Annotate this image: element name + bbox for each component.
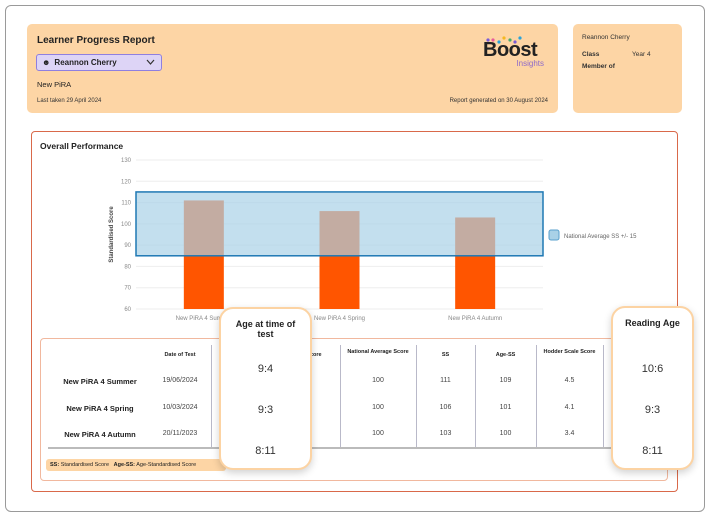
legend-label: National Average SS +/- 15 — [564, 234, 637, 240]
y-tick-label: 100 — [121, 222, 132, 228]
window-frame — [5, 5, 705, 512]
performance-chart: 60 70 80 90 100 110 120 130 Standardised Score Ne… — [109, 158, 637, 322]
row-name: New PiRA 4 Autumn — [64, 430, 136, 439]
cell-age-ss: 100 — [499, 430, 512, 437]
col-ss: SS — [441, 352, 450, 358]
cell-hodder: 3.4 — [564, 430, 575, 437]
y-tick-label: 80 — [124, 264, 131, 270]
reading-age-overlay: Reading Age 10:6 9:3 8:11 — [611, 306, 694, 470]
cell-national-average: 100 — [372, 430, 384, 437]
cell-national-average: 100 — [372, 377, 384, 384]
cell-ss: 111 — [440, 377, 451, 384]
page-title: Learner Progress Report — [37, 35, 155, 46]
cell-hodder: 4.1 — [564, 404, 575, 411]
chevron-down-icon — [146, 58, 155, 67]
y-tick-label: 70 — [124, 286, 131, 292]
user-icon: ☻ — [42, 58, 51, 67]
reading-age-value: 8:11 — [642, 445, 663, 457]
cell-age-ss: 101 — [499, 404, 512, 411]
report-generated: Report generated on 30 August 2024 — [449, 98, 548, 104]
row-name: New PiRA 4 Spring — [66, 404, 134, 413]
cell-date: 19/06/2024 — [162, 377, 198, 384]
info-name: Reannon Cherry — [582, 34, 630, 41]
learner-select[interactable]: ☻ Reannon Cherry — [36, 54, 162, 71]
table-divider — [48, 447, 660, 449]
cell-age-ss: 109 — [499, 377, 512, 384]
assessment-name: New PiRA — [37, 80, 72, 89]
y-tick-label: 130 — [121, 158, 132, 164]
x-tick-label: New PiRA 4 Spring — [314, 316, 365, 322]
age-at-test-overlay: Age at time of test 9:4 9:3 8:11 — [219, 307, 312, 470]
cell-national-average: 100 — [372, 404, 384, 411]
national-average-band — [135, 191, 544, 257]
learner-info-card: Reannon Cherry Class Year 4 Member of — [573, 24, 682, 113]
boost-logo: Boost Insights — [482, 32, 552, 72]
last-taken: Last taken 29 April 2024 — [37, 98, 102, 104]
row-name: New PiRA 4 Summer — [63, 377, 137, 386]
age-value: 8:11 — [255, 445, 276, 457]
x-tick-label: New PiRA 4 Autumn — [448, 316, 502, 322]
cell-hodder: 4.5 — [564, 377, 575, 384]
class-value: Year 4 — [632, 51, 651, 58]
learner-select-value: Reannon Cherry — [54, 58, 117, 67]
age-value: 9:4 — [257, 363, 274, 375]
overlay-title: Reading Age — [625, 318, 680, 328]
y-tick-label: 90 — [124, 243, 131, 249]
cell-ss: 103 — [439, 430, 452, 437]
x-tick-label: New PiRA 4 Summer — [176, 316, 232, 322]
y-tick-label: 110 — [121, 201, 131, 207]
legend-swatch — [548, 229, 560, 241]
panel-title: Overall Performance — [40, 141, 124, 151]
col-hodder: Hodder Scale Score — [543, 349, 596, 355]
age-value: 9:3 — [257, 404, 274, 416]
col-date: Date of Test — [164, 352, 196, 358]
cell-date: 20/11/2023 — [162, 430, 198, 437]
cell-ss: 106 — [439, 404, 452, 411]
cell-date: 10/03/2024 — [162, 404, 198, 411]
y-axis-label: Standardised Score — [109, 206, 115, 263]
col-age-ss: Age-SS — [495, 352, 516, 358]
y-tick-label: 120 — [121, 179, 132, 185]
reading-age-value: 9:3 — [644, 404, 661, 416]
col-national-average: National Average Score — [347, 349, 409, 355]
overlay-title: Age at time of test — [235, 319, 296, 339]
table-footnote: SS: Standardised Score Age-SS: Age-Stand… — [46, 459, 226, 471]
y-tick-label: 60 — [124, 307, 131, 313]
class-label: Class — [582, 51, 600, 58]
member-of-label: Member of — [582, 63, 615, 70]
reading-age-value: 10:6 — [641, 363, 664, 375]
